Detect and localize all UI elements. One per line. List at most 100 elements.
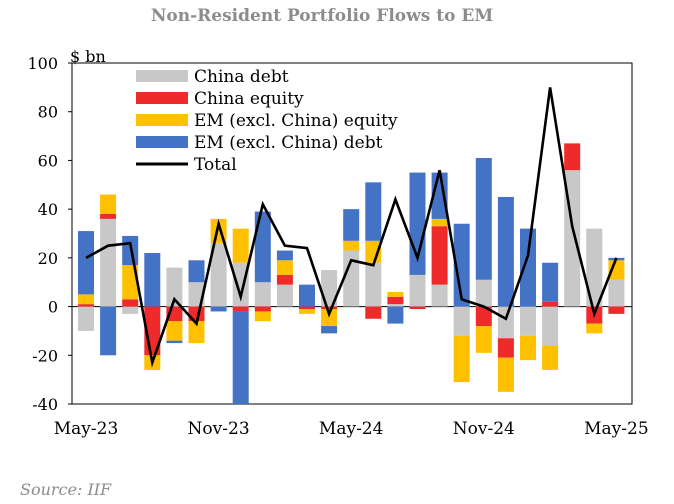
- legend-swatch: [136, 114, 188, 126]
- bar-segment: [166, 340, 183, 344]
- x-tick-label: May-24: [319, 419, 384, 439]
- legend-swatch: [136, 92, 188, 104]
- y-tick-label: 80: [38, 103, 58, 122]
- x-tick-label: May-23: [54, 419, 119, 439]
- y-tick-label: 40: [38, 200, 58, 219]
- bar-segment: [409, 274, 426, 307]
- bars: [78, 143, 625, 404]
- bar-segment: [100, 194, 117, 215]
- bar-segment: [276, 250, 293, 261]
- bar-segment: [276, 284, 293, 307]
- y-tick-label: 0: [48, 298, 58, 317]
- bar-segment: [78, 304, 94, 307]
- bar-segment: [475, 157, 492, 280]
- bar-segment: [232, 262, 249, 307]
- legend-label: China debt: [194, 67, 289, 87]
- bar-segment: [299, 306, 315, 310]
- bar-segment: [188, 260, 205, 283]
- bar-segment: [254, 211, 271, 283]
- legend-label: China equity: [194, 89, 304, 109]
- bar-segment: [343, 209, 360, 241]
- bar-segment: [188, 321, 205, 344]
- x-tick-label: Nov-23: [188, 419, 250, 439]
- total-line: [85, 87, 618, 368]
- bar-segment: [453, 335, 470, 383]
- bar-segment: [365, 306, 382, 319]
- bar-segment: [100, 306, 117, 356]
- bar-segment: [387, 296, 404, 305]
- bar-segment: [475, 279, 492, 307]
- bar-segment: [520, 228, 536, 307]
- bar-segment: [144, 252, 161, 307]
- bar-segment: [520, 306, 536, 336]
- bar-segment: [276, 260, 293, 275]
- bar-segment: [586, 228, 603, 307]
- bar-segment: [586, 323, 603, 334]
- bar-segment: [453, 306, 470, 336]
- bar-segment: [210, 306, 227, 312]
- bar-segment: [321, 326, 338, 334]
- bar-segment: [78, 231, 94, 295]
- bar-segment: [564, 143, 581, 171]
- bar-segment: [210, 243, 227, 307]
- bar-segment: [343, 250, 360, 307]
- bar-segment: [299, 284, 315, 307]
- bar-segment: [542, 262, 559, 302]
- bar-segment: [166, 267, 183, 307]
- legend-label: EM (excl. China) debt: [194, 133, 383, 153]
- bar-segment: [365, 182, 382, 241]
- bar-segment: [475, 326, 492, 353]
- x-tick-label: Nov-24: [453, 419, 515, 439]
- bar-segment: [254, 282, 271, 307]
- bar-segment: [78, 294, 94, 305]
- bar-segment: [520, 335, 536, 361]
- chart-title: Non-Resident Portfolio Flows to EM: [150, 6, 494, 26]
- legend-swatch: [136, 136, 188, 148]
- bar-segment: [166, 321, 183, 341]
- bar-segment: [409, 306, 426, 310]
- bar-segment: [100, 218, 117, 307]
- bar-segment: [321, 306, 338, 310]
- bar-segment: [321, 270, 338, 307]
- x-tick-label: May-25: [584, 419, 649, 439]
- source-note: Source: IIF: [20, 480, 112, 499]
- bar-segment: [387, 291, 404, 297]
- bar-segment: [343, 240, 360, 251]
- bar-segment: [542, 345, 559, 370]
- bar-segment: [497, 338, 514, 358]
- legend-label: Total: [194, 155, 237, 175]
- bar-segment: [431, 226, 448, 285]
- bar-segment: [475, 306, 492, 327]
- bar-segment: [232, 228, 249, 263]
- x-axis: May-23 Nov-23 May-24 Nov-24 May-25: [54, 419, 649, 439]
- bar-segment: [254, 311, 271, 322]
- total-line-layer: [85, 87, 618, 368]
- bar-segment: [365, 262, 382, 307]
- y-tick-label: 100: [27, 54, 58, 73]
- bar-segment: [387, 304, 404, 307]
- bar-segment: [431, 218, 448, 227]
- bar-segment: [276, 274, 293, 285]
- bar-segment: [497, 357, 514, 392]
- bar-segment: [321, 309, 338, 327]
- bar-segment: [497, 196, 514, 307]
- bar-segment: [122, 306, 139, 314]
- y-axis: -40 -20 0 20 40 60 80 100: [27, 54, 632, 414]
- y-tick-label: -40: [32, 395, 58, 414]
- bar-segment: [78, 306, 94, 331]
- bar-segment: [608, 279, 625, 307]
- bar-segment: [122, 235, 139, 266]
- bar-segment: [542, 306, 559, 346]
- legend-swatch: [136, 70, 188, 82]
- y-tick-label: 20: [38, 249, 58, 268]
- bar-segment: [497, 306, 514, 339]
- y-tick-label: -20: [32, 346, 58, 365]
- bar-segment: [542, 301, 559, 307]
- bar-segment: [299, 309, 315, 314]
- bar-segment: [122, 299, 139, 307]
- bar-segment: [431, 284, 448, 307]
- bar-segment: [100, 214, 117, 219]
- bar-segment: [453, 223, 470, 307]
